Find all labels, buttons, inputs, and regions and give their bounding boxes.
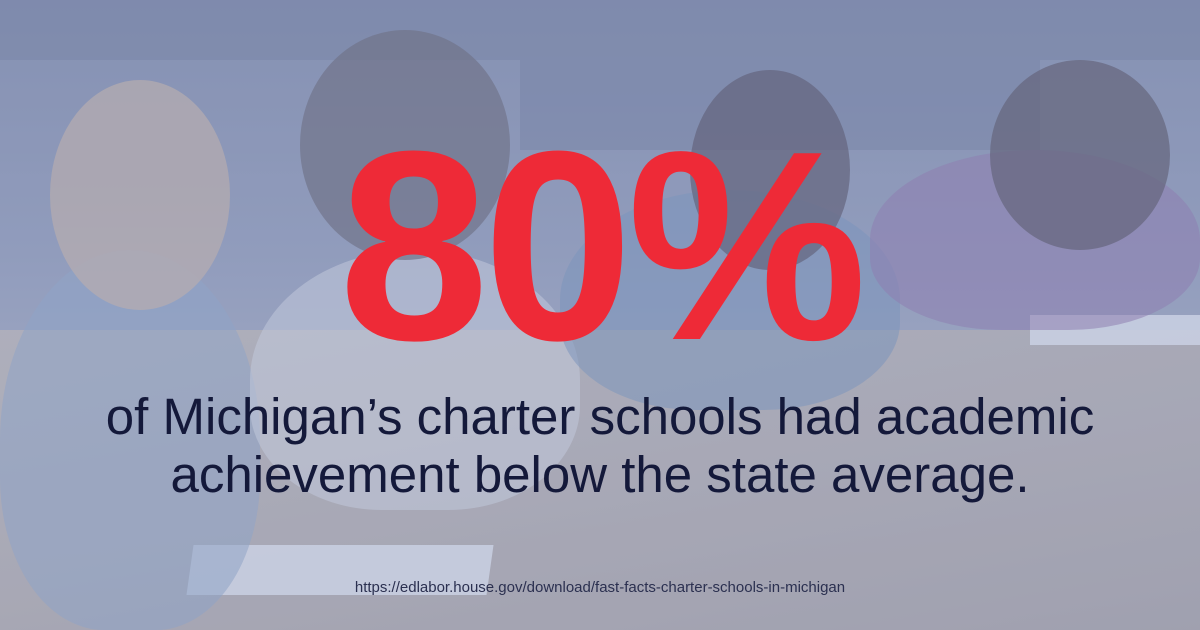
student-head: [990, 60, 1170, 250]
statistic-caption: of Michigan’s charter schools had academ…: [0, 388, 1200, 504]
headline-statistic: 80%: [338, 96, 867, 397]
caption-line: achievement below the state average.: [170, 446, 1030, 503]
student-body: [250, 250, 580, 510]
source-url: https://edlabor.house.gov/download/fast-…: [354, 579, 846, 596]
student-body: [0, 250, 260, 630]
student-head: [690, 70, 850, 270]
caption-line: of Michigan’s charter schools had academ…: [105, 388, 1095, 445]
background-wall: [0, 0, 1200, 60]
student-head: [300, 30, 510, 260]
student-head: [50, 80, 230, 310]
